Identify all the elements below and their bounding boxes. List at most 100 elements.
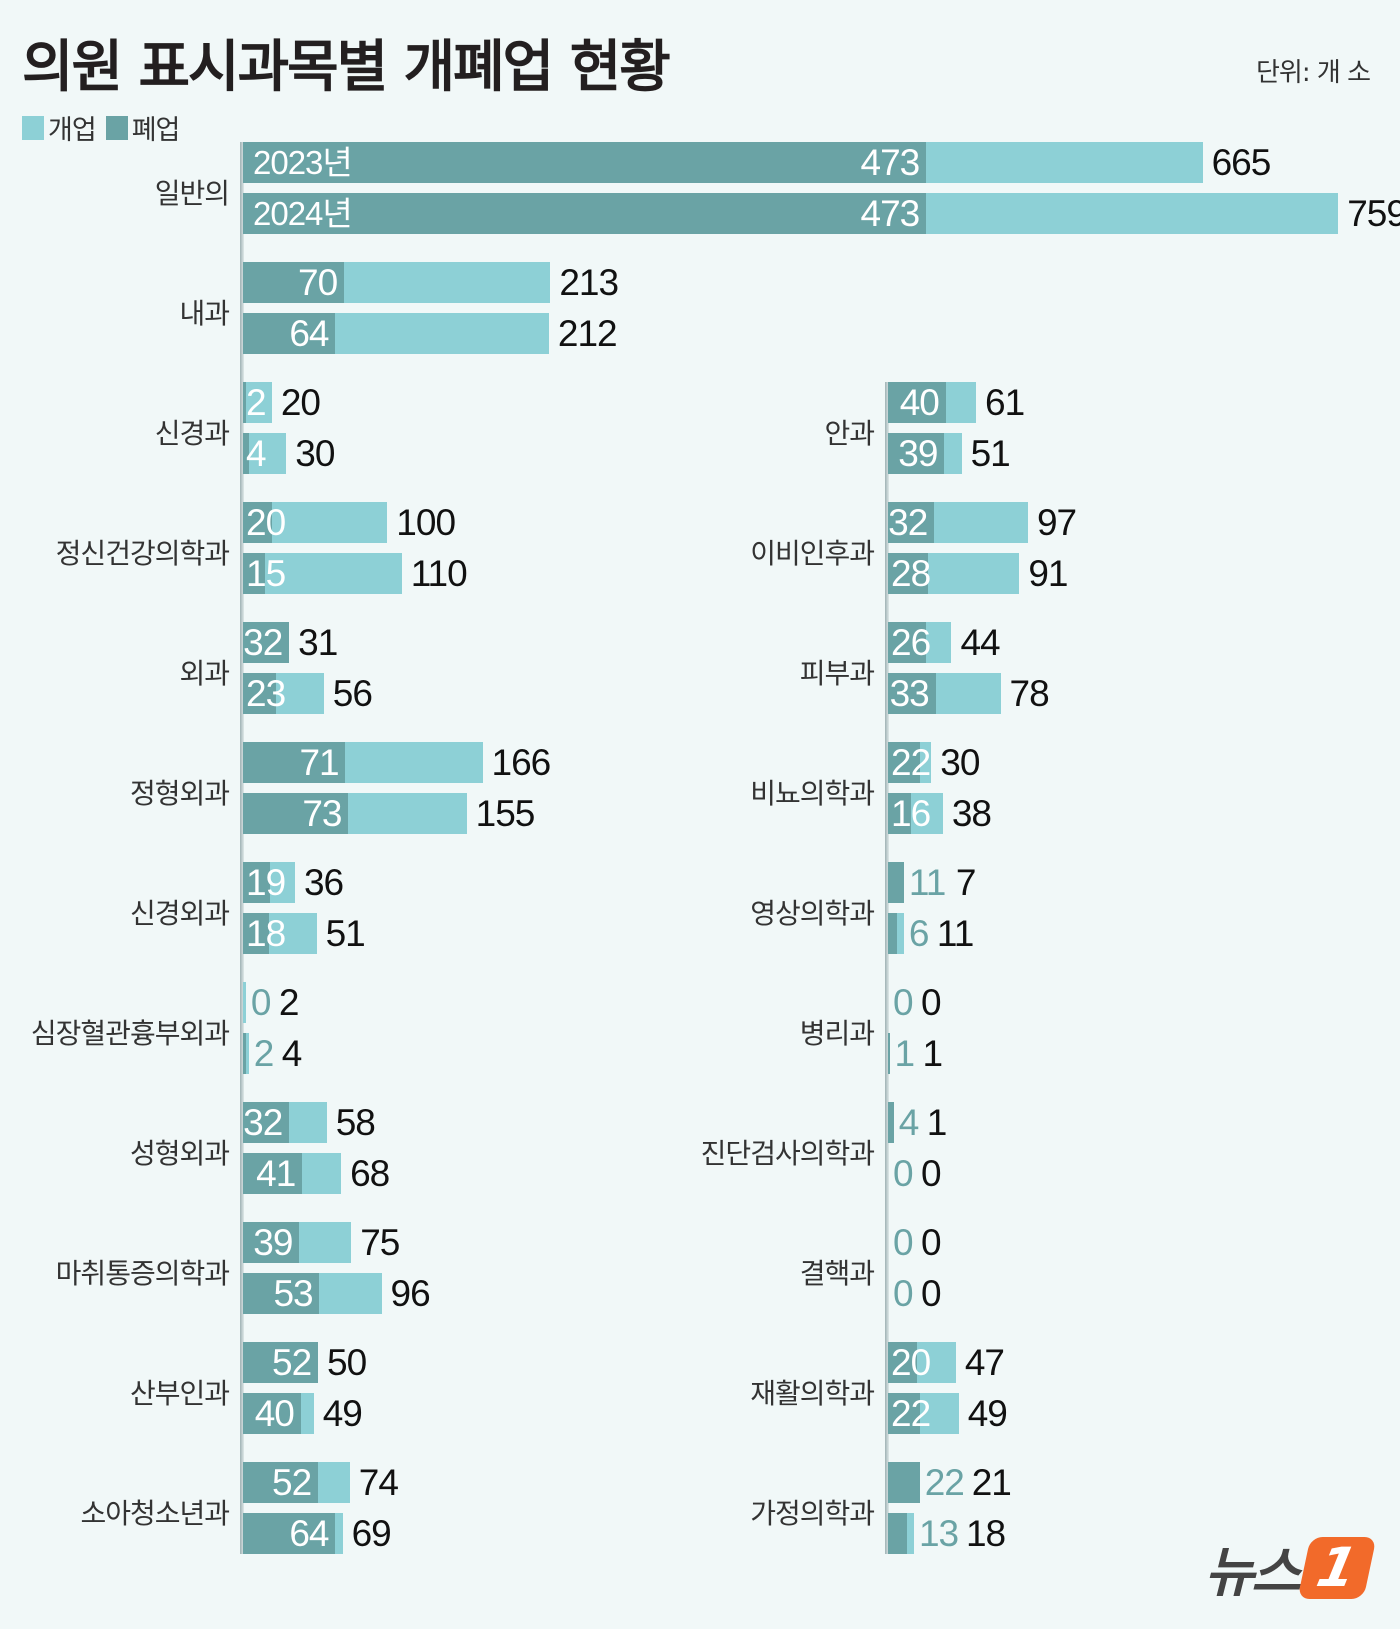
close-value: 13	[918, 1513, 959, 1554]
close-value: 28	[891, 553, 931, 594]
legend-swatch-open	[22, 115, 44, 140]
category-label: 마취통증의학과	[55, 1257, 230, 1290]
open-value: 100	[396, 502, 456, 543]
close-bar	[243, 913, 269, 954]
open-bar	[243, 433, 287, 474]
close-bar	[888, 1342, 917, 1383]
close-value: 18	[246, 913, 286, 954]
open-value: 30	[940, 742, 980, 783]
close-value: 20	[246, 502, 286, 543]
open-value: 213	[559, 262, 619, 303]
close-value: 473	[860, 193, 921, 234]
close-bar	[243, 1222, 300, 1263]
close-bar	[888, 502, 935, 543]
open-bar	[243, 1033, 249, 1074]
close-bar	[243, 673, 277, 714]
open-value: 31	[298, 622, 338, 663]
close-value: 23	[246, 673, 286, 714]
open-value: 665	[1211, 142, 1272, 183]
close-value: 4	[898, 1102, 920, 1143]
category-label: 재활의학과	[750, 1377, 875, 1410]
close-bar	[888, 742, 920, 783]
open-value: 1	[926, 1102, 948, 1143]
open-value: 78	[1009, 673, 1050, 714]
open-value: 155	[475, 793, 536, 834]
close-bar	[888, 1513, 907, 1554]
open-value: 36	[303, 862, 344, 903]
open-value: 47	[964, 1342, 1005, 1383]
close-bar	[243, 1033, 246, 1074]
close-value: 64	[289, 1513, 329, 1554]
close-value: 2	[253, 1033, 275, 1074]
close-bar	[888, 913, 897, 954]
category-label: 가정의학과	[750, 1497, 875, 1530]
close-value: 473	[860, 142, 921, 183]
open-value: 20	[280, 382, 321, 423]
close-value: 0	[250, 982, 272, 1023]
open-value: 61	[985, 382, 1025, 423]
close-bar	[888, 862, 904, 903]
close-bar	[243, 793, 349, 834]
logo-mark: 1	[1297, 1536, 1377, 1599]
category-label: 산부인과	[129, 1377, 230, 1410]
close-value: 33	[889, 673, 930, 714]
close-bar	[243, 862, 271, 903]
right-axis-line	[885, 382, 889, 1554]
open-value: 7	[955, 862, 977, 903]
chart-title: 의원 표시과목별 개폐업 현황	[22, 35, 671, 100]
close-value: 15	[246, 553, 286, 594]
close-bar	[888, 553, 929, 594]
close-bar	[243, 433, 249, 474]
category-label: 정신건강의학과	[55, 537, 230, 570]
close-value: 32	[888, 502, 928, 543]
close-value: 11	[908, 862, 946, 903]
open-value: 44	[960, 622, 1000, 663]
category-label: 성형외과	[129, 1137, 230, 1170]
category-label: 일반의	[154, 177, 230, 210]
open-value: 110	[410, 553, 468, 594]
close-value: 22	[924, 1462, 965, 1503]
open-value: 0	[921, 1153, 942, 1194]
close-value: 53	[273, 1273, 313, 1314]
open-value: 0	[921, 1222, 942, 1263]
close-bar	[888, 433, 945, 474]
close-bar	[243, 1342, 319, 1383]
category-label: 병리과	[799, 1017, 875, 1050]
category-label: 영상의학과	[750, 897, 875, 930]
close-bar	[243, 1462, 319, 1503]
left-axis-line	[240, 142, 244, 1554]
open-value: 68	[350, 1153, 390, 1194]
close-bar	[888, 1102, 894, 1143]
open-value: 166	[491, 742, 552, 783]
open-value: 96	[390, 1273, 431, 1314]
close-value: 19	[246, 862, 286, 903]
logo-text: 뉴스	[1204, 1541, 1301, 1604]
open-value: 51	[970, 433, 1011, 474]
close-value: 32	[243, 1102, 283, 1143]
close-value: 20	[891, 1342, 931, 1383]
logo: 뉴스 1	[1204, 1528, 1377, 1607]
close-bar	[243, 742, 346, 783]
open-value: 49	[322, 1393, 363, 1434]
close-value: 0	[893, 1153, 914, 1194]
close-value: 52	[272, 1462, 312, 1503]
close-bar	[888, 382, 946, 423]
year-label: 2023년	[253, 144, 353, 181]
close-bar	[888, 1033, 890, 1074]
close-value: 32	[243, 622, 283, 663]
open-value: 759	[1347, 193, 1400, 234]
close-bar	[888, 673, 936, 714]
close-value: 40	[899, 382, 940, 423]
open-value: 4	[281, 1033, 303, 1074]
close-bar	[243, 382, 246, 423]
close-value: 70	[298, 262, 338, 303]
close-value: 39	[898, 433, 938, 474]
open-value: 38	[951, 793, 992, 834]
category-label: 피부과	[799, 657, 875, 690]
close-bar	[243, 313, 336, 354]
open-value: 0	[921, 982, 942, 1023]
close-value: 16	[891, 793, 931, 834]
close-value: 52	[272, 1342, 312, 1383]
open-value: 51	[325, 913, 366, 954]
close-bar	[243, 1102, 290, 1143]
